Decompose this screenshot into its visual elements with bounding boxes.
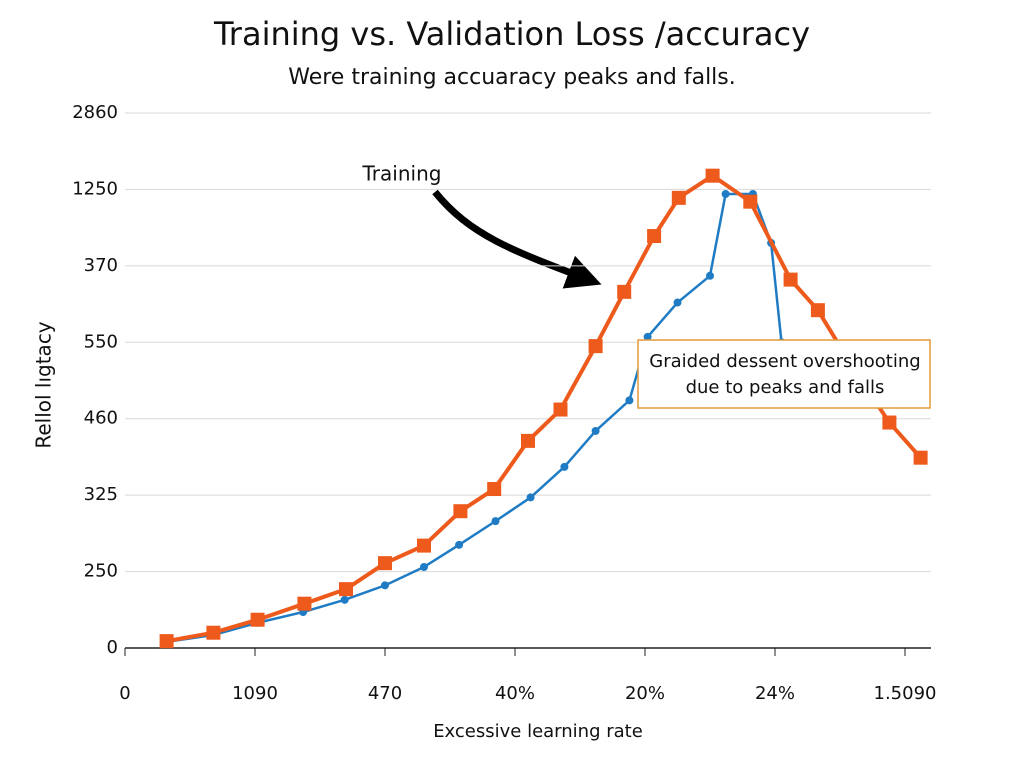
annotation-arrow <box>432 189 602 289</box>
y-axis-label: Rellol lıgtacy <box>32 321 56 448</box>
point <box>625 396 634 405</box>
point <box>913 450 928 465</box>
y-tick-label: 2860 <box>72 102 118 123</box>
point <box>159 634 174 649</box>
point <box>706 271 714 280</box>
point <box>340 595 349 604</box>
point <box>721 190 730 199</box>
annotation-frame <box>637 339 931 409</box>
x-tick-label: 24% <box>755 683 795 704</box>
point <box>810 303 825 318</box>
annotation: Training <box>362 162 442 186</box>
point <box>378 556 392 571</box>
point <box>591 426 600 435</box>
chart-title: Training vs. Validation Loss /accuracy <box>213 15 810 53</box>
point <box>491 517 500 526</box>
y-tick-label: 1250 <box>72 178 118 199</box>
point <box>882 415 897 430</box>
x-tick-label: 0 <box>119 683 130 704</box>
point <box>455 540 464 549</box>
point <box>617 284 632 299</box>
point <box>417 538 431 553</box>
x-tick-label: 1090 <box>232 683 278 704</box>
point <box>206 625 221 640</box>
point <box>673 298 682 307</box>
x-tick-label: 20% <box>625 683 665 704</box>
point <box>553 402 568 417</box>
point <box>297 596 312 611</box>
point <box>647 229 662 244</box>
y-tick-label: 250 <box>84 561 118 582</box>
point <box>453 504 468 519</box>
point <box>521 433 535 448</box>
y-tick-label: 550 <box>84 331 118 352</box>
y-tick-label: 370 <box>84 255 118 276</box>
point <box>643 332 652 341</box>
point <box>526 493 535 502</box>
point <box>250 612 265 627</box>
annotation-box: Graided dessent overshooting due to peaks… <box>637 339 931 409</box>
series-line <box>166 192 783 644</box>
point <box>339 582 353 597</box>
point <box>671 190 686 205</box>
plot-area: 0 250 325 460 550 370 1250 2860 0 1090 470 40% 20% 24… <box>72 102 936 704</box>
point <box>705 168 720 183</box>
series-line <box>166 173 923 644</box>
point <box>487 482 502 497</box>
x-tick-label: 1.5090 <box>874 683 937 704</box>
y-tick-label: 325 <box>84 484 118 505</box>
point <box>588 339 603 354</box>
point <box>560 462 569 471</box>
annotation-text: due to peaks and falls <box>686 377 885 398</box>
y-tick-label: 0 <box>107 637 118 658</box>
annotation-text: Graided dessent overshooting <box>649 351 920 372</box>
point <box>743 194 758 209</box>
x-tick-label: 40% <box>495 683 535 704</box>
x-axis-label: Excessive learning rate <box>433 721 643 742</box>
y-tick-label: 460 <box>84 408 118 429</box>
chart-subtitle: Were training accuaracy peaks and falls. <box>288 65 736 90</box>
point <box>783 272 798 287</box>
x-tick-label: 470 <box>368 683 402 704</box>
point <box>420 562 428 571</box>
point <box>381 581 389 590</box>
